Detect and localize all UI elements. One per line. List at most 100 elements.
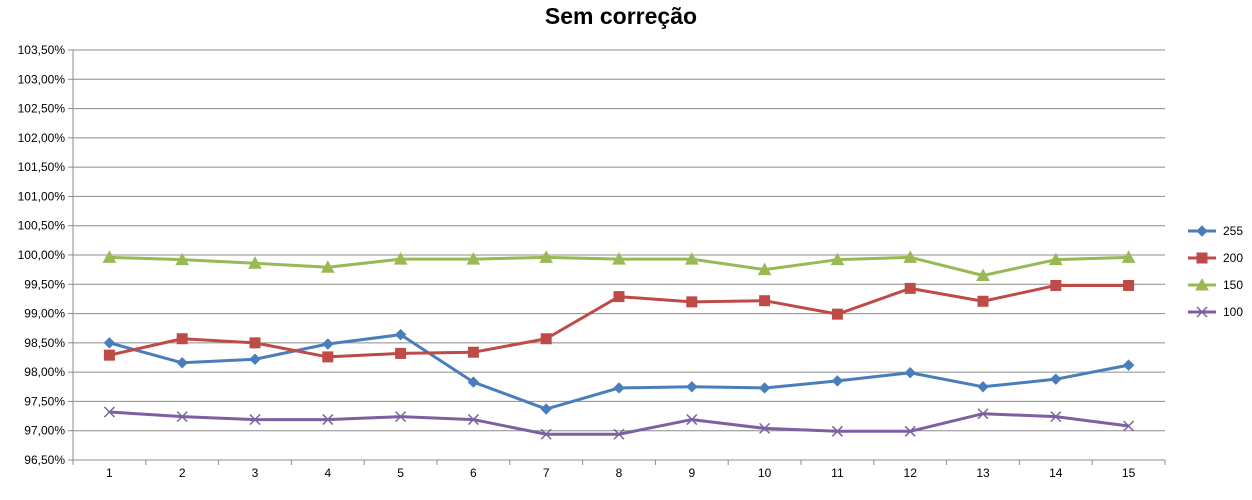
data-point-255: [176, 357, 188, 369]
y-tick-label: 103,00%: [18, 72, 66, 86]
data-point-150: [320, 260, 335, 273]
data-point-100: [613, 428, 625, 440]
data-point-255: [831, 375, 844, 387]
x-tick-label: 11: [831, 466, 844, 480]
legend-label: 200: [1223, 251, 1243, 265]
x-tick-label: 9: [688, 466, 695, 480]
data-point-200: [176, 333, 188, 345]
y-tick-label: 102,00%: [18, 131, 66, 145]
data-point-200: [977, 295, 989, 307]
legend-marker: [1196, 225, 1208, 237]
data-point-150: [1048, 252, 1063, 266]
data-point-200: [103, 349, 115, 361]
data-point-200: [686, 296, 698, 308]
data-point-150: [684, 252, 699, 265]
legend-label: 100: [1223, 305, 1243, 319]
data-point-255: [686, 381, 698, 393]
data-point-150: [539, 250, 554, 263]
y-tick-label: 100,50%: [18, 219, 66, 233]
data-point-100: [977, 408, 989, 420]
y-tick-label: 101,50%: [18, 160, 66, 174]
x-tick-label: 12: [904, 466, 918, 480]
data-point-100: [395, 411, 407, 423]
data-point-255: [1122, 359, 1135, 371]
y-tick-label: 99,50%: [24, 277, 65, 291]
legend-label: 150: [1223, 278, 1243, 292]
legend-item-100: 100: [1188, 305, 1243, 319]
data-point-255: [394, 328, 407, 341]
y-tick-label: 101,00%: [18, 189, 66, 203]
data-point-150: [830, 252, 845, 266]
x-tick-label: 3: [252, 466, 259, 480]
y-tick-label: 99,00%: [24, 307, 65, 321]
data-point-200: [831, 308, 843, 320]
data-point-100: [249, 414, 261, 426]
x-tick-label: 15: [1122, 466, 1136, 480]
data-point-200: [467, 346, 479, 358]
series-150: [102, 250, 1136, 281]
data-point-200: [395, 347, 407, 359]
data-point-255: [977, 381, 989, 393]
data-point-255: [758, 382, 771, 394]
data-point-100: [1123, 420, 1135, 432]
legend-marker: [1196, 306, 1208, 318]
data-point-100: [176, 411, 188, 423]
data-point-150: [612, 252, 626, 265]
data-point-100: [904, 425, 916, 437]
legend: 255 200 150 100: [1188, 224, 1243, 319]
data-point-255: [613, 382, 625, 394]
data-point-150: [102, 250, 117, 263]
legend-item-200: 200: [1188, 251, 1243, 265]
data-point-150: [248, 256, 262, 269]
legend-item-255: 255: [1188, 224, 1243, 238]
data-point-200: [322, 351, 334, 363]
legend-marker: [1195, 277, 1209, 291]
x-tick-label: 6: [470, 466, 477, 480]
data-point-150: [393, 252, 408, 265]
y-tick-label: 103,50%: [18, 43, 66, 57]
x-tick-label: 5: [397, 466, 404, 480]
data-point-200: [249, 337, 261, 349]
data-point-200: [759, 295, 771, 307]
data-point-100: [103, 406, 115, 418]
data-point-200: [613, 291, 625, 303]
data-point-200: [1123, 279, 1135, 291]
y-tick-label: 98,50%: [24, 336, 65, 350]
x-tick-label: 13: [976, 466, 990, 480]
data-point-255: [1050, 373, 1062, 385]
x-tick-label: 2: [179, 466, 186, 480]
y-tick-label: 96,50%: [24, 453, 65, 467]
data-point-100: [686, 414, 698, 426]
data-point-255: [467, 376, 480, 388]
y-tick-label: 98,00%: [24, 365, 65, 379]
data-point-200: [904, 282, 916, 294]
data-point-150: [466, 252, 481, 265]
x-tick-label: 7: [543, 466, 550, 480]
legend-item-150: 150: [1188, 277, 1243, 292]
data-point-255: [540, 403, 552, 415]
data-point-255: [249, 353, 261, 365]
y-tick-label: 97,50%: [24, 394, 65, 408]
gridlines: [73, 49, 1165, 432]
data-point-200: [1050, 279, 1062, 291]
x-tick-label: 14: [1049, 466, 1063, 480]
data-point-100: [831, 425, 843, 437]
series-group: [102, 250, 1136, 440]
chart-title: Sem correção: [545, 3, 697, 29]
legend-label: 255: [1223, 224, 1243, 238]
data-point-255: [103, 337, 116, 349]
data-point-100: [322, 414, 334, 426]
x-tick-label: 1: [106, 466, 113, 480]
y-tick-label: 97,00%: [24, 424, 65, 438]
data-point-100: [1050, 411, 1062, 423]
axes: 96,50% 97,00% 97,50% 98,00% 98,50% 99,00% 99,5…: [18, 43, 1166, 480]
legend-marker: [1196, 252, 1208, 264]
data-point-100: [759, 422, 771, 434]
data-point-150: [976, 268, 990, 281]
data-point-100: [467, 414, 479, 426]
series-100: [103, 406, 1135, 440]
x-tick-label: 10: [758, 466, 772, 480]
data-point-255: [322, 338, 334, 350]
data-point-200: [540, 333, 552, 345]
